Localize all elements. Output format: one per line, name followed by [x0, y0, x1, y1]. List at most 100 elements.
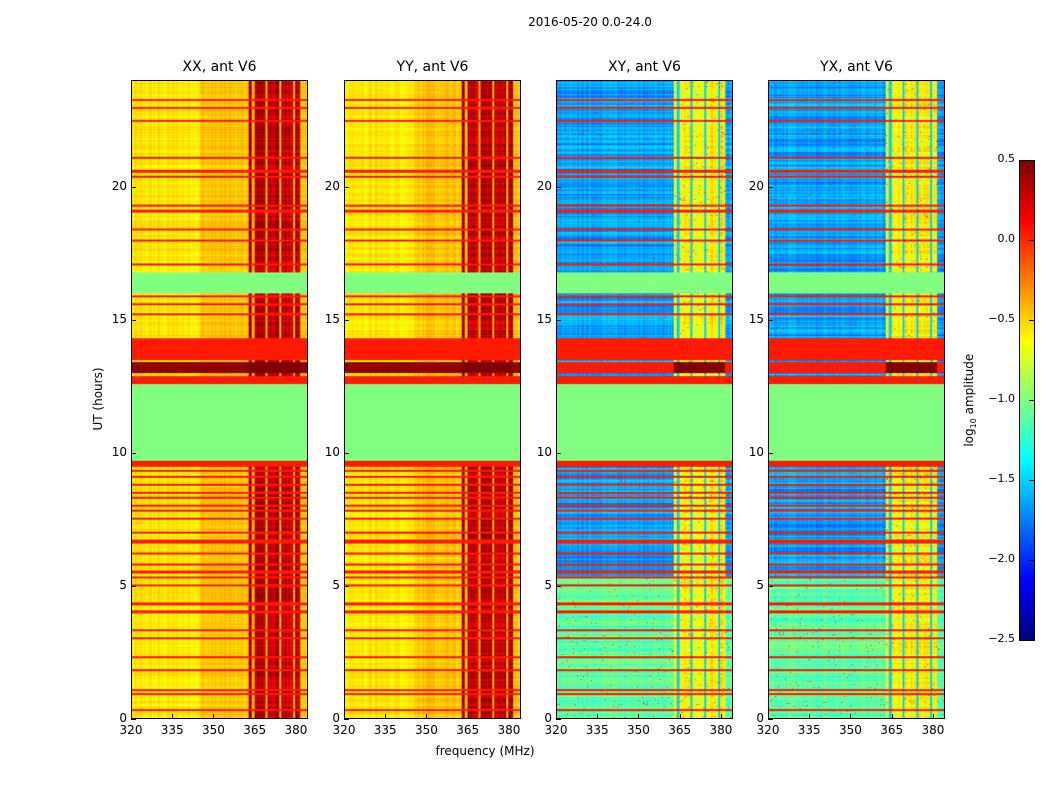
- x-tick-label: 335: [585, 723, 609, 737]
- colorbar-tick-label: −0.5: [988, 312, 1015, 325]
- x-tick-mark: [932, 714, 934, 719]
- colorbar-tick-mark: [1029, 640, 1034, 641]
- y-tick-label: 20: [111, 178, 127, 193]
- x-tick-label: 380: [921, 723, 945, 737]
- x-tick-label: 380: [284, 723, 308, 737]
- x-tick-mark: [295, 714, 297, 719]
- x-tick-mark: [467, 714, 469, 719]
- panel-title: YY, ant V6: [396, 59, 469, 75]
- colorbar-tick-label: −1.5: [988, 472, 1015, 485]
- x-tick-label: 350: [202, 723, 225, 737]
- x-tick-label: 335: [373, 723, 397, 737]
- colorbar: [1019, 160, 1035, 641]
- x-tick-label: 320: [544, 723, 568, 737]
- x-tick-label: 335: [797, 723, 821, 737]
- x-tick-mark: [638, 714, 640, 719]
- y-tick-mark: [131, 585, 136, 587]
- y-tick-mark: [556, 452, 561, 454]
- x-tick-mark: [809, 714, 811, 719]
- panel-title: XX, ant V6: [182, 59, 257, 75]
- x-tick-label: 380: [497, 723, 521, 737]
- x-tick-mark: [172, 714, 174, 719]
- colorbar-tick-mark: [1029, 320, 1034, 321]
- y-tick-label: 10: [536, 444, 552, 459]
- x-tick-label: 365: [243, 723, 267, 737]
- y-tick-mark: [344, 319, 349, 321]
- panel-title: XY, ant V6: [608, 59, 681, 75]
- colorbar-tick-mark: [1029, 400, 1034, 401]
- x-tick-mark: [213, 714, 215, 719]
- y-tick-mark: [344, 585, 349, 587]
- x-tick-mark: [891, 714, 893, 719]
- y-tick-mark: [556, 585, 561, 587]
- y-tick-label: 20: [536, 178, 552, 193]
- y-tick-label: 10: [324, 444, 340, 459]
- colorbar-tick-mark: [1029, 240, 1034, 241]
- colorbar-tick-label: 0.5: [997, 152, 1016, 165]
- x-tick-label: 350: [839, 723, 862, 737]
- heatmap-image: [345, 81, 520, 718]
- colorbar-tick-mark: [1029, 160, 1034, 161]
- y-tick-label: 0: [756, 711, 764, 725]
- heatmap-panel: [344, 80, 521, 719]
- x-tick-label: 380: [709, 723, 733, 737]
- y-tick-mark: [131, 719, 136, 720]
- y-tick-label: 0: [332, 711, 340, 725]
- x-tick-mark: [508, 714, 510, 719]
- y-tick-mark: [556, 719, 561, 720]
- x-tick-mark: [768, 714, 769, 719]
- y-tick-label: 5: [756, 577, 764, 592]
- y-tick-mark: [768, 319, 773, 321]
- y-tick-mark: [556, 319, 561, 321]
- y-tick-label: 10: [111, 444, 127, 459]
- x-tick-mark: [131, 714, 132, 719]
- x-axis-label: frequency (MHz): [435, 744, 535, 758]
- panel-title: YX, ant V6: [820, 59, 893, 75]
- y-tick-label: 0: [119, 711, 127, 725]
- x-tick-mark: [556, 714, 557, 719]
- y-tick-mark: [344, 719, 349, 720]
- y-tick-mark: [768, 585, 773, 587]
- y-tick-mark: [768, 186, 773, 188]
- x-tick-label: 350: [627, 723, 650, 737]
- y-tick-mark: [131, 319, 136, 321]
- y-tick-label: 15: [536, 311, 552, 326]
- heatmap-image: [132, 81, 307, 718]
- heatmap-image: [557, 81, 732, 718]
- y-tick-label: 5: [544, 577, 552, 592]
- y-tick-label: 15: [111, 311, 127, 326]
- y-tick-mark: [768, 719, 773, 720]
- y-tick-label: 15: [324, 311, 340, 326]
- x-tick-label: 320: [756, 723, 780, 737]
- colorbar-tick-label: −1.0: [988, 392, 1015, 405]
- colorbar-tick-mark: [1029, 560, 1034, 561]
- x-tick-mark: [385, 714, 387, 719]
- heatmap-panel: [131, 80, 308, 719]
- y-tick-mark: [768, 452, 773, 454]
- colorbar-tick-label: 0.0: [997, 232, 1016, 245]
- y-tick-label: 5: [119, 577, 127, 592]
- y-tick-label: 5: [332, 577, 340, 592]
- x-tick-label: 365: [456, 723, 480, 737]
- heatmap-panel: [768, 80, 945, 719]
- colorbar-tick-label: −2.0: [988, 552, 1015, 565]
- x-tick-label: 320: [119, 723, 143, 737]
- x-tick-mark: [597, 714, 599, 719]
- x-tick-mark: [850, 714, 852, 719]
- x-tick-label: 320: [332, 723, 356, 737]
- colorbar-tick-mark: [1029, 480, 1034, 481]
- x-tick-mark: [426, 714, 428, 719]
- colorbar-tick-label: −2.5: [988, 632, 1015, 645]
- y-tick-label: 0: [544, 711, 552, 725]
- x-tick-label: 335: [160, 723, 184, 737]
- x-tick-mark: [254, 714, 256, 719]
- heatmap-image: [769, 81, 944, 718]
- x-tick-mark: [679, 714, 681, 719]
- x-tick-mark: [344, 714, 345, 719]
- y-tick-mark: [131, 186, 136, 188]
- x-tick-label: 350: [415, 723, 438, 737]
- x-tick-label: 365: [668, 723, 692, 737]
- y-tick-mark: [556, 186, 561, 188]
- y-tick-mark: [344, 452, 349, 454]
